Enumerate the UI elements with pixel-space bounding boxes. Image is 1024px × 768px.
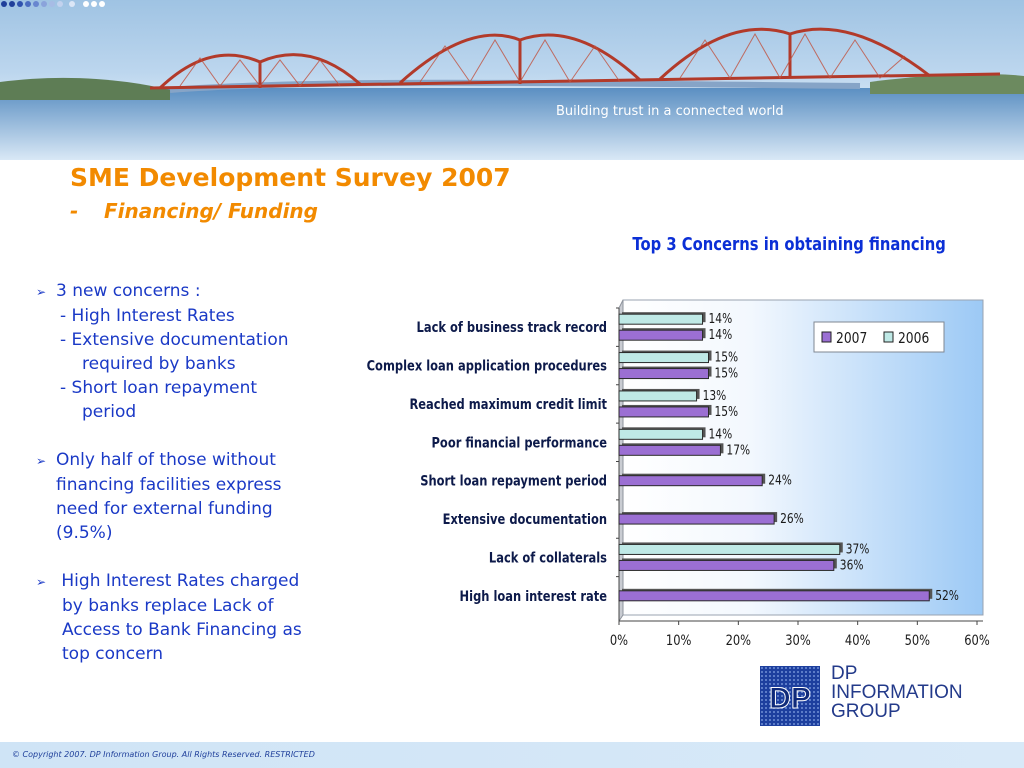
arrow-bullet-icon: ➢ [36, 575, 47, 589]
bar-2006 [618, 390, 698, 402]
logo-line: DP [831, 663, 858, 684]
data-label: 52% [935, 588, 959, 603]
bullet-item: ➢ High Interest Rates charged [36, 569, 366, 594]
bullet-text: - Extensive documentation [60, 330, 289, 350]
slide-subtitle: - Financing/ Funding [70, 199, 318, 223]
legend-swatch [821, 331, 832, 343]
bullet-text: need for external funding [56, 499, 273, 519]
bullet-continuation: financing facilities express [36, 473, 366, 497]
bar-2006 [618, 428, 704, 440]
bar-2007 [618, 559, 835, 571]
category-label: Short loan repayment period [420, 474, 607, 490]
data-label: 14% [709, 426, 733, 441]
arrow-bullet-icon: ➢ [36, 285, 47, 299]
data-label: 17% [726, 442, 750, 457]
logo-line: GROUP [831, 701, 901, 722]
bullet-continuation: need for external funding [36, 497, 366, 521]
bar-2007 [618, 590, 930, 602]
category-label: High loan interest rate [460, 589, 608, 605]
copyright-text: © Copyright 2007. DP Information Group. … [12, 750, 315, 759]
bullet-continuation: - Short loan repayment [36, 376, 366, 400]
bar-2007 [618, 406, 709, 418]
bridge-illustration [0, 27, 1024, 160]
logo-wordmark: DP INFORMATION GROUP [831, 664, 963, 721]
category-label: Poor financial performance [432, 435, 608, 451]
bullet-text: Only half of those without [56, 450, 276, 470]
data-label: 24% [768, 473, 792, 488]
legend-box [813, 321, 945, 353]
legend-label: 2007 [836, 330, 867, 347]
bar-2007 [618, 475, 763, 487]
bar-2007 [618, 444, 721, 456]
bullet-list: ➢ 3 new concerns : - High Interest Rates - … [36, 279, 366, 666]
bullet-continuation: by banks replace Lack of [36, 594, 366, 618]
bar-2006 [618, 352, 709, 364]
bullet-item: ➢ Only half of those without [36, 448, 366, 473]
slide-title: SME Development Survey 2007 [70, 163, 511, 192]
subtitle-text: Financing/ Funding [104, 199, 318, 223]
x-tick-label: 0% [610, 633, 628, 649]
header-banner: Building trust in a connected world [0, 0, 1024, 160]
bullet-text: Access to Bank Financing as [62, 620, 302, 640]
bullet-item: ➢ 3 new concerns : [36, 279, 366, 304]
bullet-text: top concern [62, 644, 164, 664]
arrow-bullet-icon: ➢ [36, 454, 47, 468]
subtitle-dash: - [70, 199, 79, 223]
data-label: 14% [709, 327, 733, 342]
bullet-continuation: (9.5%) [36, 521, 366, 545]
chart-title: Top 3 Concerns in obtaining financing [632, 234, 946, 255]
bullet-text: - Short loan repayment [60, 378, 258, 398]
bar-2006 [618, 543, 841, 555]
bar-chart: Lack of business track record14%14%Compl… [367, 299, 990, 649]
legend-label: 2006 [898, 330, 929, 347]
category-label: Lack of collaterals [489, 550, 607, 566]
dp-logo-mark: DP [760, 666, 820, 726]
category-label: Extensive documentation [443, 512, 607, 528]
x-tick-label: 40% [845, 633, 871, 649]
bar-2006 [618, 313, 704, 325]
bar-2007 [618, 513, 775, 525]
logo-initials: DP [769, 682, 811, 715]
x-tick-label: 50% [905, 633, 931, 649]
bullet-continuation: top concern [36, 642, 366, 666]
x-tick-label: 60% [964, 633, 990, 649]
x-tick-label: 10% [666, 633, 692, 649]
bullet-continuation: Access to Bank Financing as [36, 618, 366, 642]
bullet-continuation: period [36, 400, 366, 424]
data-label: 15% [715, 350, 739, 365]
bullet-text: High Interest Rates charged [56, 571, 300, 591]
bullet-spacer [36, 424, 366, 448]
bullet-text: by banks replace Lack of [62, 596, 274, 616]
data-label: 13% [703, 388, 727, 403]
x-tick-label: 30% [785, 633, 811, 649]
bullet-text: 3 new concerns : [56, 281, 201, 301]
x-tick-label: 20% [726, 633, 752, 649]
plot-side-wall [618, 299, 624, 623]
bar-2007 [618, 368, 709, 380]
bullet-text: required by banks [82, 354, 236, 374]
bullet-text: financing facilities express [56, 475, 282, 495]
data-label: 15% [715, 404, 739, 419]
data-label: 14% [709, 311, 733, 326]
bullet-spacer [36, 545, 366, 569]
bullet-text: period [82, 402, 137, 422]
bullet-text: - High Interest Rates [60, 306, 235, 326]
progress-dots-decoration [1, 1, 105, 7]
logo-line: INFORMATION [831, 682, 963, 703]
tagline: Building trust in a connected world [556, 104, 784, 119]
bullet-text: (9.5%) [56, 523, 113, 543]
category-label: Reached maximum credit limit [409, 397, 607, 413]
data-label: 36% [840, 557, 864, 572]
bar-2007 [618, 329, 704, 341]
bullet-continuation: required by banks [36, 352, 366, 376]
footer-bar: © Copyright 2007. DP Information Group. … [0, 742, 1024, 768]
data-label: 26% [780, 511, 804, 526]
bullet-continuation: - Extensive documentation [36, 328, 366, 352]
data-label: 37% [846, 541, 870, 556]
category-label: Lack of business track record [417, 320, 607, 336]
category-label: Complex loan application procedures [367, 359, 608, 375]
legend-swatch [883, 331, 894, 343]
bullet-continuation: - High Interest Rates [36, 304, 366, 328]
data-label: 15% [715, 366, 739, 381]
